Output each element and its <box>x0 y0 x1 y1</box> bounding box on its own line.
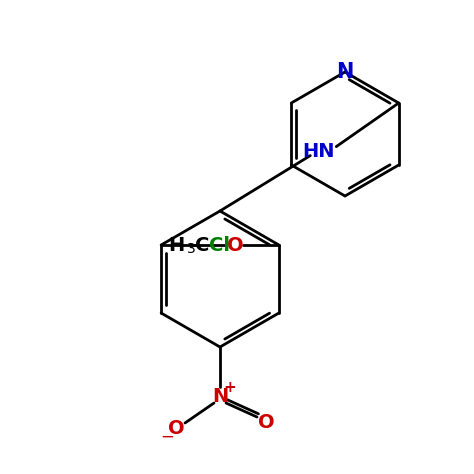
Text: +: + <box>224 381 237 395</box>
Text: N: N <box>337 62 354 82</box>
Text: O: O <box>227 236 243 255</box>
Text: O: O <box>168 419 184 438</box>
Text: C: C <box>195 236 209 255</box>
Text: H: H <box>169 236 185 255</box>
Text: Cl: Cl <box>209 236 230 255</box>
Text: −: − <box>160 428 174 446</box>
Text: 3: 3 <box>187 242 196 256</box>
Text: HN: HN <box>302 142 335 161</box>
Text: O: O <box>258 413 274 432</box>
Text: N: N <box>212 388 228 407</box>
